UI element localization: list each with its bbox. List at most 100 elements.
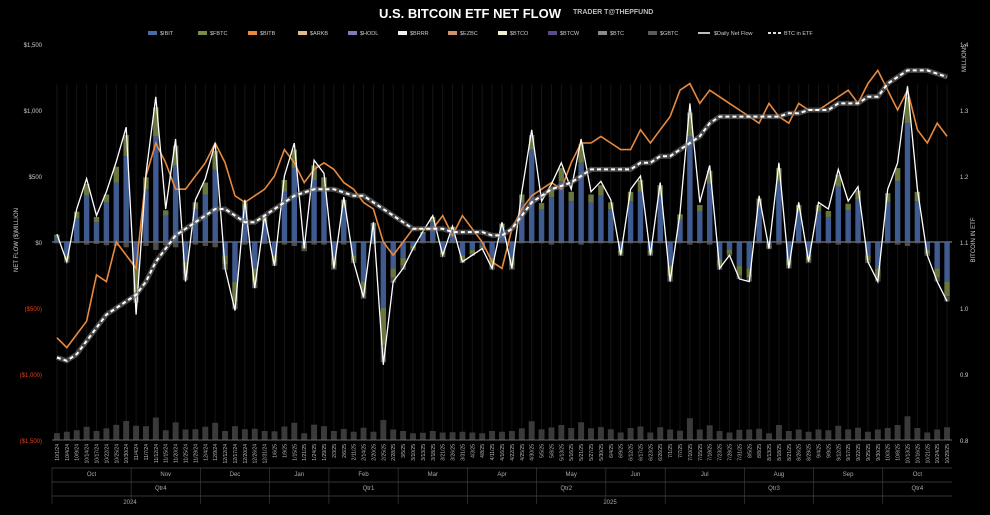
legend-swatch <box>248 31 257 35</box>
bar-ibit <box>311 179 317 242</box>
line-bitb <box>56 68 948 349</box>
volume-bar <box>637 426 644 440</box>
legend-swatch <box>398 31 407 35</box>
x-tick-label: 5/21/25 <box>579 444 585 461</box>
bar-ibit <box>360 242 367 282</box>
x-tick-label: 9/9/25 <box>826 444 832 458</box>
bar-fbtc <box>756 198 762 207</box>
bar-gbtc <box>261 242 268 244</box>
bar-ibit <box>143 189 149 242</box>
volume-bar <box>934 429 941 440</box>
volume-bar <box>113 424 120 440</box>
legend-swatch <box>648 31 657 35</box>
bar-fbtc <box>410 245 416 249</box>
x-tick-label: 8/18/25 <box>777 444 783 461</box>
x-tick-label: 12/31/24 <box>263 444 269 464</box>
volume-bar <box>894 425 901 440</box>
x-tick-label: 10/29/25 <box>945 444 951 464</box>
x-tick-label: 4/22/25 <box>510 444 516 461</box>
bar-gbtc <box>192 242 199 245</box>
bar-ibit <box>548 197 555 242</box>
bar-fbtc <box>64 255 70 260</box>
bar-ibit <box>281 191 288 242</box>
volume-bar <box>736 429 743 440</box>
volume-bar <box>192 429 199 440</box>
x-tick-label: 8/26/25 <box>797 444 803 461</box>
bar-fbtc <box>163 210 169 216</box>
y2-tick-label: 1.1 <box>960 241 969 247</box>
bar-fbtc <box>83 183 90 196</box>
x-tick-label: 7/31/25 <box>737 444 743 461</box>
x-tick-label: 12/20/24 <box>243 444 249 464</box>
volume-bar <box>83 426 90 440</box>
x-tick-label: 4/25/25 <box>520 444 526 461</box>
legend-swatch <box>298 31 307 35</box>
legend-label: $BTC <box>610 31 624 37</box>
lines-layer <box>56 67 948 365</box>
legend-label: $FBTC <box>210 31 227 37</box>
bar-gbtc <box>538 242 545 244</box>
volume-bar <box>835 425 842 440</box>
bar-ibit <box>103 202 110 242</box>
x-tick-label: 5/16/25 <box>569 444 575 461</box>
x-month-label: Jun <box>631 472 641 478</box>
bar-fbtc <box>845 203 851 211</box>
x-tick-label: 2/11/25 <box>352 444 358 461</box>
bar-ibit <box>736 242 743 266</box>
volume-bar <box>281 426 288 440</box>
bar-ibit <box>914 201 921 242</box>
bar-ibit <box>637 191 644 242</box>
bar-ibit <box>924 242 930 250</box>
volume-bar <box>578 422 585 440</box>
x-tick-label: 6/9/25 <box>619 444 625 458</box>
volume-bar <box>429 431 436 440</box>
volume-bar <box>330 431 337 440</box>
bar-fbtc <box>528 135 535 150</box>
bar-gbtc <box>202 242 209 246</box>
x-tick-label: 12/26/24 <box>253 444 259 464</box>
volume-bar <box>884 428 891 440</box>
bar-ibit <box>93 222 100 242</box>
y2-units-label: MILLIONS <box>962 44 968 72</box>
bar-ibit <box>756 206 762 242</box>
volume-bar <box>202 426 209 440</box>
x-tick-label: 10/13/25 <box>905 444 911 464</box>
chart-subtitle: TRADER T@THEPFUND <box>573 9 653 16</box>
bar-gbtc <box>430 242 436 244</box>
bar-ibit <box>400 242 406 258</box>
bar-ibit <box>726 242 733 250</box>
legend-label: $BTCO <box>510 31 529 37</box>
bar-fbtc <box>687 112 693 137</box>
legend-label: $BTCW <box>560 31 580 37</box>
bar-ibit <box>123 156 129 242</box>
volume-bar <box>617 432 624 440</box>
x-tick-label: 2/25/25 <box>381 444 387 461</box>
x-tick-label: 10/21/25 <box>925 444 931 464</box>
x-month-label: Apr <box>497 472 506 478</box>
bar-fbtc <box>944 281 950 297</box>
volume-bar <box>251 428 258 440</box>
bar-fbtc <box>232 281 238 302</box>
bar-fbtc <box>875 268 881 278</box>
volume-bar <box>301 433 308 440</box>
bar-gbtc <box>153 242 159 250</box>
x-tick-label: 7/23/25 <box>718 444 724 461</box>
bar-fbtc <box>558 168 565 182</box>
bar-ibit <box>439 242 446 252</box>
legend-swatch <box>548 31 557 35</box>
volume-bar <box>172 422 179 440</box>
bar-gbtc <box>697 242 703 244</box>
bar-ibit <box>410 242 416 246</box>
bar-ibit <box>271 242 278 256</box>
line-btc-in-etf <box>56 69 948 362</box>
x-month-label: Aug <box>774 472 785 478</box>
volume-bar <box>439 432 446 440</box>
x-tick-label: 5/8/25 <box>549 444 555 458</box>
bar-fbtc <box>697 205 703 212</box>
bar-ibit <box>608 209 614 242</box>
x-tick-label: 2/14/25 <box>362 444 368 461</box>
x-month-label: Mar <box>428 472 438 478</box>
legend-label: $IBIT <box>160 31 174 37</box>
bar-ibit <box>83 195 90 242</box>
bar-ibit <box>341 207 347 242</box>
